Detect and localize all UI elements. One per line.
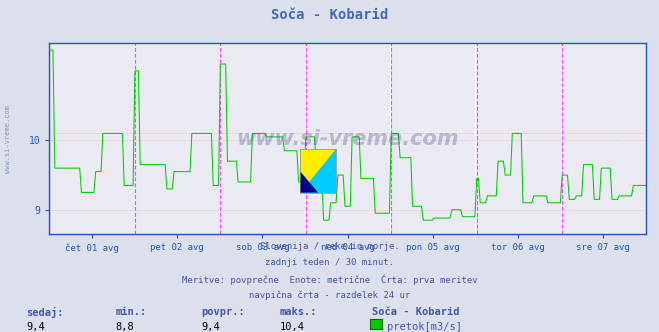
Polygon shape <box>300 149 336 193</box>
Text: 10,4: 10,4 <box>280 322 305 332</box>
Text: Slovenija / reke in morje.: Slovenija / reke in morje. <box>260 242 399 251</box>
Text: 8,8: 8,8 <box>115 322 134 332</box>
Text: 9,4: 9,4 <box>26 322 45 332</box>
Text: www.si-vreme.com: www.si-vreme.com <box>5 106 11 173</box>
Text: povpr.:: povpr.: <box>201 307 244 317</box>
Text: maks.:: maks.: <box>280 307 318 317</box>
Text: zadnji teden / 30 minut.: zadnji teden / 30 minut. <box>265 258 394 267</box>
Text: pretok[m3/s]: pretok[m3/s] <box>387 322 462 332</box>
Text: navpična črta - razdelek 24 ur: navpična črta - razdelek 24 ur <box>249 290 410 300</box>
Text: Soča - Kobarid: Soča - Kobarid <box>271 8 388 22</box>
Text: sedaj:: sedaj: <box>26 307 64 318</box>
Text: Meritve: povprečne  Enote: metrične  Črta: prva meritev: Meritve: povprečne Enote: metrične Črta:… <box>182 274 477 285</box>
Text: min.:: min.: <box>115 307 146 317</box>
Text: www.si-vreme.com: www.si-vreme.com <box>237 128 459 149</box>
Polygon shape <box>300 171 318 193</box>
Text: Soča - Kobarid: Soča - Kobarid <box>372 307 460 317</box>
Text: 9,4: 9,4 <box>201 322 219 332</box>
Polygon shape <box>300 149 336 193</box>
